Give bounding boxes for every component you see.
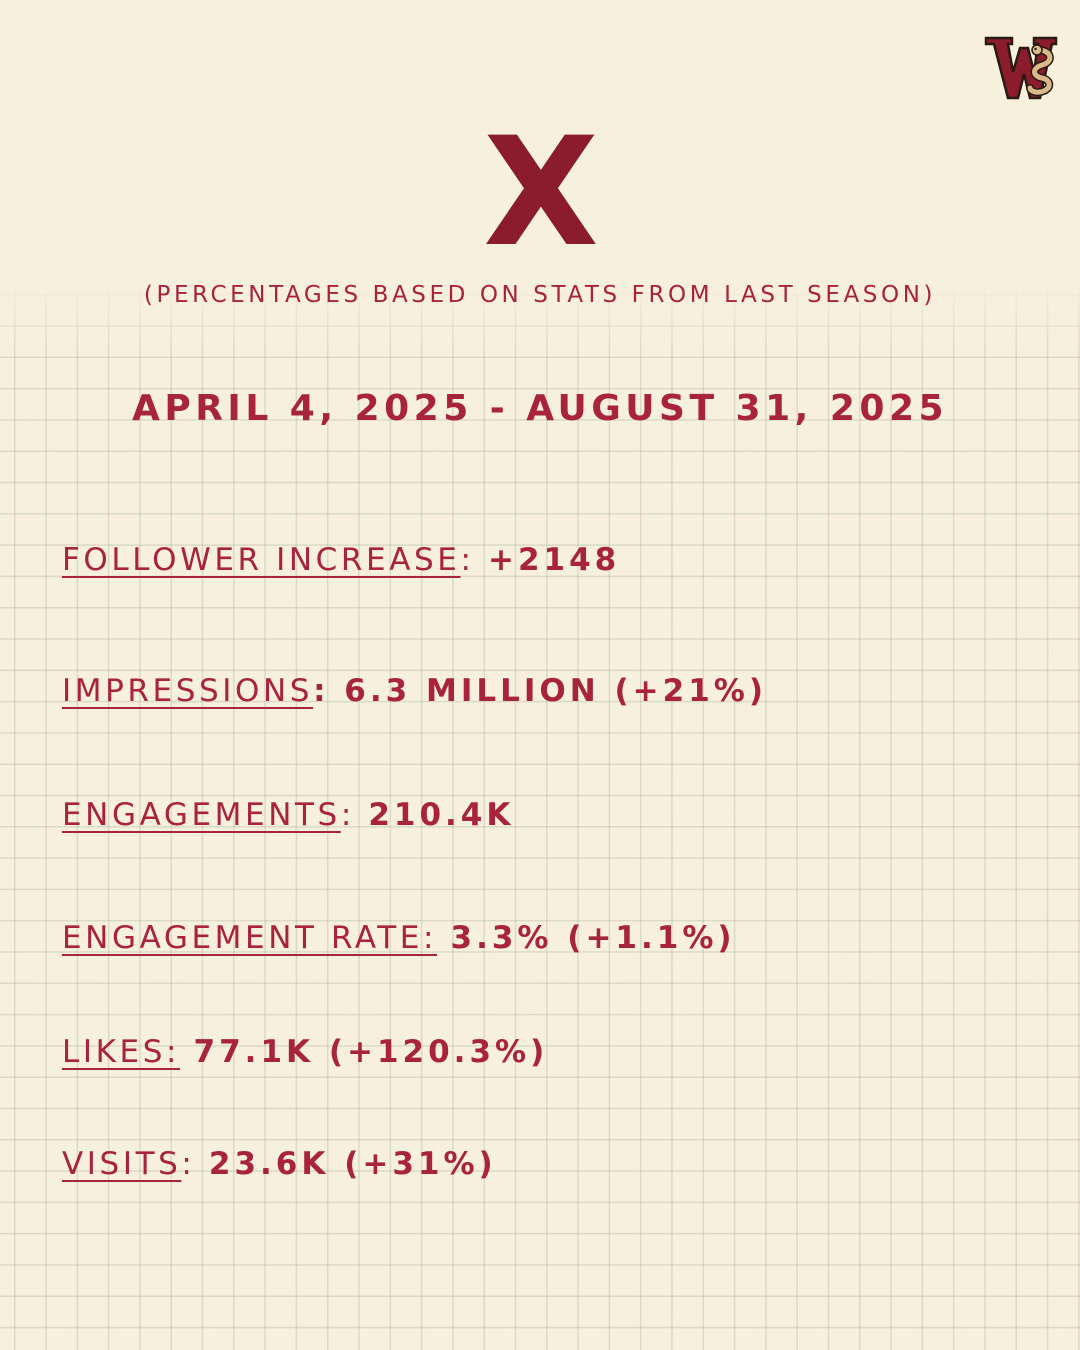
stat-impressions: IMPRESSIONS: 6.3 MILLION (+21%) [62,673,767,709]
platform-title: X [483,106,599,280]
stat-separator: : [460,542,488,578]
stat-follower-increase: FOLLOWER INCREASE: +2148 [62,542,620,578]
stat-visits: VISITS: 23.6K (+31%) [62,1146,497,1182]
stat-separator [437,920,450,956]
date-range: APRIL 4, 2025 - AUGUST 31, 2025 [131,388,949,429]
stat-separator [180,1034,193,1070]
stat-value: 23.6K (+31%) [208,1146,497,1182]
stat-value: 3.3% (+1.1%) [450,920,736,956]
stat-label: LIKES: [62,1034,181,1070]
stat-label: FOLLOWER INCREASE [62,542,461,578]
stat-value: 77.1K (+120.3%) [193,1034,549,1070]
stat-value: 6.3 MILLION (+21%) [344,673,768,709]
subtitle: (PERCENTAGES BASED ON STATS FROM LAST SE… [143,282,937,308]
stat-engagement-rate: ENGAGEMENT RATE: 3.3% (+1.1%) [62,920,736,956]
stat-label: VISITS [62,1146,182,1182]
stat-label: IMPRESSIONS [62,673,314,709]
stat-label: ENGAGEMENTS [62,797,341,833]
stat-likes: LIKES: 77.1K (+120.3%) [62,1034,548,1070]
team-w-snake-logo-icon [984,36,1058,100]
stat-value: +2148 [487,542,621,578]
stat-separator: : [340,797,369,833]
graph-paper-grid [0,284,1080,1350]
stat-value: 210.4K [368,797,515,833]
stat-separator: : [313,673,345,709]
stat-separator: : [181,1146,209,1182]
stat-label: ENGAGEMENT RATE: [62,920,438,956]
stat-engagements: ENGAGEMENTS: 210.4K [62,797,514,833]
